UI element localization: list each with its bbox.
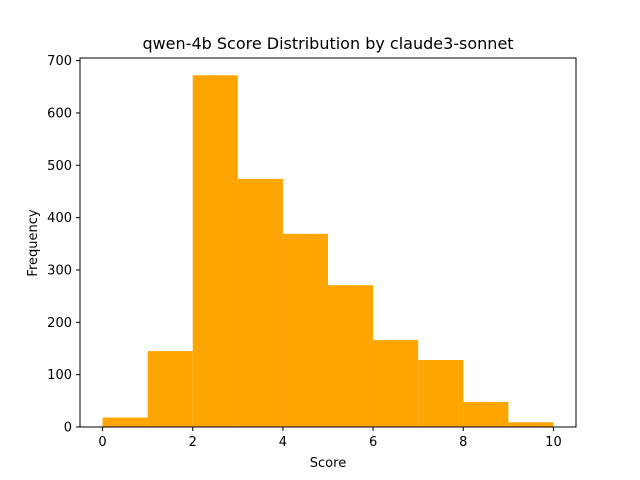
- histogram-bar-7: [418, 360, 464, 427]
- x-tick-label: 0: [98, 435, 106, 450]
- histogram-bar-1: [147, 351, 193, 427]
- y-tick-label: 100: [47, 368, 72, 383]
- y-tick-label: 0: [64, 421, 72, 436]
- y-tick-label: 200: [47, 316, 72, 331]
- x-tick-label: 10: [545, 435, 562, 450]
- y-axis-label: Frequency: [26, 209, 41, 276]
- histogram-bar-4: [282, 233, 328, 427]
- y-tick-label: 600: [47, 106, 72, 121]
- x-axis-label: Score: [310, 456, 346, 471]
- x-axis-ticks: 0 2 4 6 8 10: [98, 427, 562, 450]
- y-tick-label: 300: [47, 263, 72, 278]
- histogram-bar-0: [102, 417, 148, 427]
- chart-title: qwen-4b Score Distribution by claude3-so…: [142, 34, 513, 53]
- histogram-bar-2: [192, 75, 238, 427]
- histogram-bar-8: [463, 401, 509, 427]
- histogram-bar-5: [328, 285, 374, 427]
- x-tick-label: 4: [279, 435, 287, 450]
- histogram-bar-3: [237, 178, 283, 427]
- histogram-bar-9: [508, 422, 554, 427]
- histogram-bar-6: [373, 340, 419, 427]
- x-tick-label: 8: [459, 435, 467, 450]
- y-tick-label: 700: [47, 54, 72, 69]
- x-tick-label: 6: [369, 435, 377, 450]
- y-axis-ticks: 0 100 200 300 400 500 600 700: [47, 54, 80, 436]
- bars-group: [102, 75, 554, 427]
- y-tick-label: 500: [47, 159, 72, 174]
- y-tick-label: 400: [47, 211, 72, 226]
- plot-frame: [79, 57, 577, 428]
- x-tick-label: 2: [189, 435, 197, 450]
